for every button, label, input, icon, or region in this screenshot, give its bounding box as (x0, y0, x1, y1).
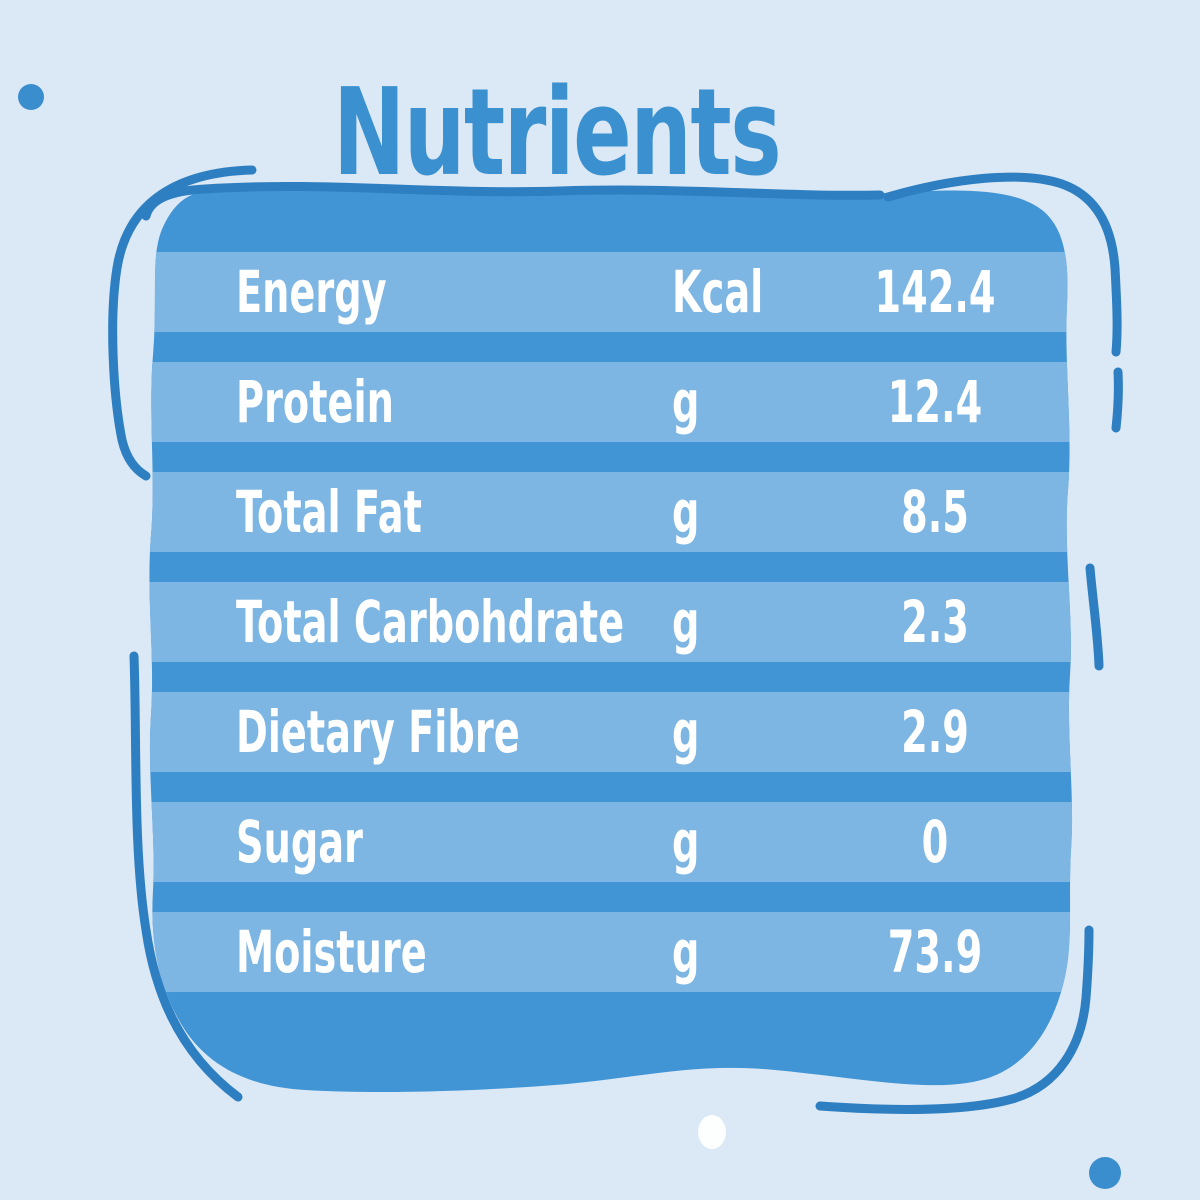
bottom-left-arc-stroke (129, 651, 243, 1102)
row-stripe (149, 252, 1073, 332)
nutrient-value: 142.4 (874, 258, 996, 326)
nutrient-label: Protein (236, 368, 394, 436)
nutrient-value: 0 (921, 808, 949, 876)
page-title-text: Nutrients (333, 64, 782, 203)
nutrient-label: Sugar (236, 808, 363, 876)
nutrient-label: Total Fat (236, 478, 422, 546)
bottom-right-dot (1089, 1157, 1121, 1189)
bottom-white-dot (698, 1115, 726, 1149)
top-edge-stroke (141, 181, 885, 221)
table-row: Moisture g 73.9 (140, 912, 1080, 992)
nutrient-unit: g (672, 478, 700, 546)
row-stripe (149, 912, 1073, 992)
row-stripes (149, 252, 1073, 992)
nutrient-value: 12.4 (887, 368, 983, 436)
nutrient-unit: g (672, 588, 700, 656)
nutrient-label: Dietary Fibre (236, 698, 520, 766)
row-stripe (149, 472, 1073, 552)
table-row: Total Fat g 8.5 (140, 472, 1080, 552)
row-stripe (149, 692, 1073, 772)
nutrient-unit: g (672, 698, 700, 766)
row-stripe (149, 582, 1073, 662)
table-row: Total Carbohdrate g 2.3 (140, 582, 1080, 662)
nutrient-label: Energy (236, 258, 387, 326)
table-row: Sugar g 0 (140, 802, 1080, 882)
bottom-right-arc-stroke (815, 925, 1094, 1114)
nutrient-unit: g (672, 918, 700, 986)
nutrient-value: 2.3 (901, 588, 969, 656)
top-left-arc-stroke (108, 165, 257, 481)
top-left-dot (18, 84, 44, 110)
top-right-arc-stroke (883, 172, 1122, 357)
nutrient-value: 2.9 (901, 698, 969, 766)
nutrient-value: 73.9 (887, 918, 983, 986)
nutrient-unit: g (672, 368, 700, 436)
table-row: Dietary Fibre g 2.9 (140, 692, 1080, 772)
right-dash-lower-stroke (1085, 563, 1104, 671)
nutrient-label: Moisture (236, 918, 427, 986)
row-stripe (149, 802, 1073, 882)
nutrient-value: 8.5 (901, 478, 969, 546)
nutrient-unit: Kcal (672, 258, 764, 326)
row-stripe (149, 362, 1073, 442)
table-row: Protein g 12.4 (140, 362, 1080, 442)
right-dash-upper-stroke (1111, 367, 1123, 433)
page-title: Nutrients (0, 64, 1114, 203)
nutrient-label: Total Carbohdrate (236, 588, 625, 656)
decorative-strokes (108, 165, 1123, 1114)
table-row: Energy Kcal 142.4 (140, 252, 1080, 332)
nutrient-unit: g (672, 808, 700, 876)
